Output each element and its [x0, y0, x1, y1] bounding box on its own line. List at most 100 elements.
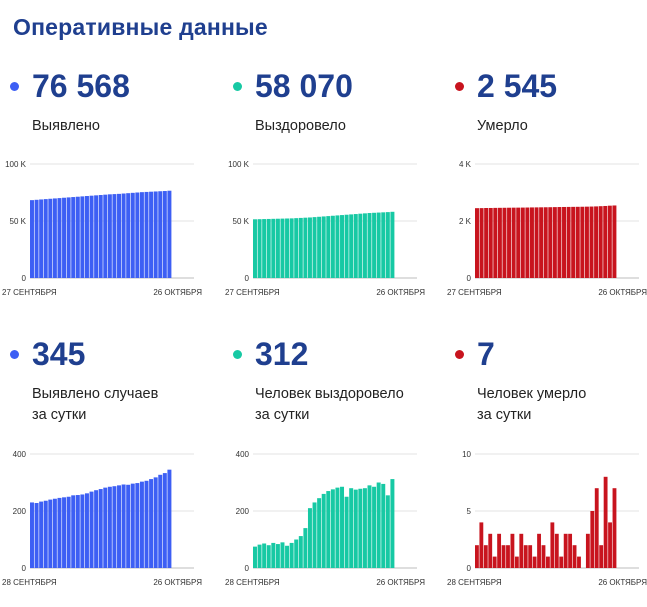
- bar: [488, 533, 493, 568]
- x-tick-label-end: 26 ОКТЯБРЯ: [376, 578, 425, 587]
- bar: [390, 211, 395, 278]
- legend-dot-icon: [233, 350, 242, 359]
- bar: [362, 488, 367, 568]
- bar: [30, 502, 34, 568]
- bar: [126, 193, 131, 278]
- bar: [543, 207, 548, 278]
- bar: [502, 207, 507, 278]
- x-tick-label-start: 28 СЕНТЯБРЯ: [225, 578, 280, 587]
- stat-label: Человек умерло: [477, 386, 587, 402]
- stat-recovered-daily: 312 Человек выздоровело за сутки: [233, 336, 438, 423]
- bar: [153, 191, 158, 278]
- bar: [257, 219, 262, 278]
- bar: [280, 218, 285, 278]
- bar: [112, 194, 117, 278]
- bar: [376, 212, 381, 278]
- bar: [376, 482, 381, 568]
- bar: [149, 191, 154, 278]
- y-tick-label: 0: [245, 274, 250, 283]
- bar: [372, 486, 377, 568]
- bar: [598, 206, 603, 278]
- stat-label: за сутки: [255, 407, 310, 423]
- bar: [514, 556, 519, 568]
- bar: [66, 496, 71, 568]
- y-tick-label: 0: [245, 564, 250, 573]
- x-tick-label-start: 27 СЕНТЯБРЯ: [225, 288, 280, 297]
- bar: [117, 485, 122, 568]
- bar: [358, 488, 363, 568]
- stat-value: 2 545: [477, 68, 558, 104]
- bar: [539, 207, 544, 278]
- bar: [317, 216, 322, 278]
- bar: [594, 206, 599, 278]
- bar: [52, 498, 57, 568]
- stat-label: за сутки: [32, 407, 87, 423]
- bar: [107, 486, 112, 568]
- legend-dot-icon: [455, 82, 464, 91]
- y-tick-label: 5: [467, 507, 472, 516]
- x-tick-label-start: 27 СЕНТЯБРЯ: [447, 288, 502, 297]
- bar: [112, 486, 117, 568]
- bar: [584, 206, 589, 278]
- y-tick-label: 50 K: [10, 217, 27, 226]
- y-tick-label: 0: [467, 274, 472, 283]
- bar: [43, 500, 48, 568]
- bar: [103, 487, 108, 568]
- bar: [501, 545, 506, 568]
- bar: [52, 198, 57, 278]
- bar: [289, 542, 294, 568]
- bar: [330, 215, 335, 278]
- bar: [590, 511, 595, 568]
- y-tick-label: 2 K: [459, 217, 472, 226]
- bar: [34, 199, 39, 278]
- bar: [385, 495, 390, 568]
- bar: [89, 491, 94, 568]
- bar: [537, 533, 541, 568]
- bar: [294, 218, 299, 278]
- bar: [349, 488, 354, 568]
- bar: [532, 556, 537, 568]
- bar: [75, 196, 80, 278]
- bar: [550, 522, 555, 568]
- stat-label: Выздоровело: [255, 118, 346, 134]
- bar: [307, 217, 312, 278]
- bar: [139, 481, 144, 568]
- bar: [285, 218, 290, 278]
- bar: [529, 207, 534, 278]
- bar: [167, 469, 172, 568]
- x-tick-label-end: 26 ОКТЯБРЯ: [153, 288, 202, 297]
- bar: [497, 207, 502, 278]
- y-tick-label: 400: [13, 450, 27, 459]
- bar: [158, 191, 163, 278]
- bar: [84, 196, 89, 278]
- bar: [562, 206, 567, 278]
- stat-label: Выявлено случаев: [32, 386, 159, 402]
- bar: [534, 207, 539, 278]
- chart-died-daily: 0 5 10 28 СЕНТЯБРЯ 26 ОКТЯБРЯ: [447, 450, 647, 587]
- bar: [607, 205, 612, 278]
- bar: [57, 198, 62, 278]
- bar: [349, 214, 354, 278]
- y-tick-label: 50 K: [233, 217, 250, 226]
- bar: [492, 556, 497, 568]
- bar: [298, 536, 303, 568]
- bar: [519, 533, 524, 568]
- bar: [475, 208, 479, 278]
- stat-label: за сутки: [477, 407, 532, 423]
- bar: [103, 194, 108, 278]
- stat-died: 2 545 Умерло: [455, 68, 647, 140]
- bar: [94, 195, 99, 278]
- bar: [608, 522, 612, 568]
- stat-detected-daily: 345 Выявлено случаев за сутки: [10, 336, 215, 423]
- y-tick-label: 200: [13, 507, 27, 516]
- stat-value: 312: [255, 336, 309, 372]
- bar: [298, 217, 303, 278]
- bar: [80, 196, 85, 278]
- bar: [603, 205, 608, 278]
- y-tick-label: 400: [236, 450, 250, 459]
- bar: [294, 539, 299, 568]
- bar: [149, 479, 154, 568]
- bar: [289, 218, 294, 278]
- bar: [135, 483, 140, 568]
- bar: [385, 212, 390, 278]
